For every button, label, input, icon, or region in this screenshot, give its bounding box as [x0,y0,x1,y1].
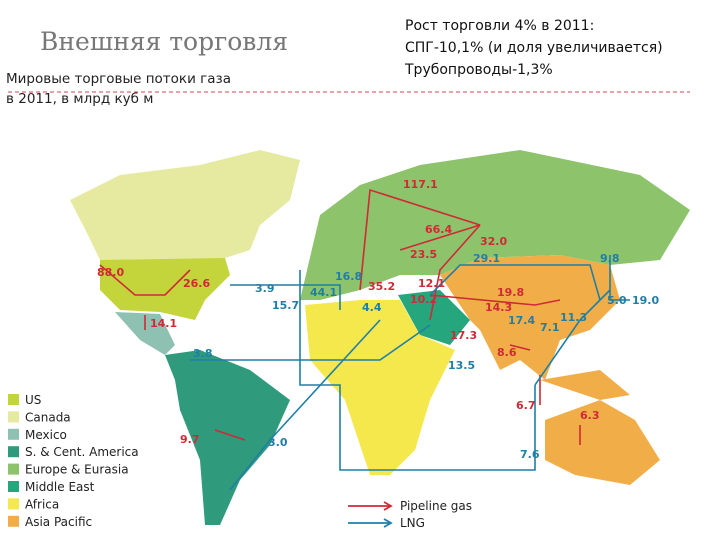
canada [70,150,300,262]
flow-label: 6.7 [516,399,536,412]
legend-flow-label: Pipeline gas [400,499,472,513]
lng-line [534,289,611,386]
australia [545,400,660,485]
note: СПГ-10,1% (и доля увеличивается) [405,40,663,56]
legend-label: US [25,393,41,407]
flow-label: 6.3 [580,409,600,422]
mexico [115,312,175,355]
legend-swatch [8,498,19,510]
legend-label: Canada [25,410,71,424]
flow-label: 17.3 [450,329,477,342]
legend-swatch [8,463,19,475]
flow-label: 13.5 [448,359,475,372]
flow-label: 88.0 [97,266,124,279]
flow-label: 16.8 [335,270,362,283]
flow-label: 11.3 [560,311,587,324]
flow-label: 10.2 [410,293,437,306]
legend-swatch [8,411,19,423]
pipeline-line [214,429,246,441]
legend-swatch [8,515,19,527]
flow-label: 19.0 [632,294,659,307]
legend-swatch [8,446,19,458]
africa [305,300,455,475]
subtitle: Мировые торговые потоки газа [6,71,231,87]
flow-label: 26.6 [183,277,210,290]
lng-line [229,319,381,491]
subtitle: в 2011, в млрд куб м [6,91,153,107]
flow-label: 7.1 [540,321,560,334]
europe-eurasia [300,150,690,300]
pipeline-line [359,188,481,291]
legend-swatch [8,481,19,492]
legend-swatch [8,394,19,405]
flow-label: 8.6 [497,346,517,359]
flow-label: 7.6 [520,448,540,461]
flow-label: 23.5 [410,248,437,261]
flow-lines [99,188,630,491]
middle-east [398,290,470,345]
lng-line [299,270,536,471]
legend-flow-label: LNG [400,516,425,530]
flow-label: 14.1 [150,317,177,330]
legend-label: Mexico [25,428,67,442]
pipeline-line [429,224,481,321]
legend-swatch [8,428,19,440]
note: Трубопроводы-1,3% [404,62,553,78]
flow-label: 35.2 [368,280,395,293]
legend-label: Asia Pacific [25,515,92,529]
legend-label: Middle East [25,480,95,494]
flow-label: 17.4 [508,314,535,327]
indonesia [540,370,630,400]
lng-line [190,324,431,361]
flow-label: 32.0 [480,235,507,248]
flow-label: 4.4 [362,301,382,314]
lng-line [609,255,630,301]
flow-label: 19.8 [497,286,524,299]
map [70,150,690,525]
asia [440,255,620,380]
us [100,258,230,320]
flow-label: 117.1 [403,178,438,191]
title: Внешняя торговля [40,27,288,56]
flow-label: 15.7 [272,299,299,312]
flow-label: 3.8 [193,347,213,360]
flow-label: 9.7 [180,433,200,446]
flow-label: 12.1 [418,277,445,290]
flow-label: 9.8 [600,252,620,265]
legend-arrowhead [383,501,393,511]
pipeline-line [509,344,531,351]
note: Рост торговли 4% в 2011: [405,18,594,34]
flow-label: 5.0 [607,294,627,307]
flow-label: 29.1 [473,252,500,265]
legend-label: S. & Cent. America [25,445,139,459]
flow-label: 3.0 [268,436,288,449]
legend-arrowhead [383,518,393,528]
pipeline-line [99,264,191,296]
flow-label: 66.4 [425,223,452,236]
legend-label: Europe & Eurasia [25,463,129,477]
legend-label: Africa [25,497,59,511]
subtitle-line: Мировые торговые потоки газа в 2011, в мл… [6,71,231,107]
pipeline-line [399,224,481,251]
lng-line [230,284,341,310]
flow-label: 14.3 [485,301,512,314]
pipeline-line [429,294,561,306]
south-america [165,350,290,525]
lng-line [429,264,601,301]
flow-label: 44.1 [310,286,337,299]
flow-label: 3.9 [255,282,275,295]
